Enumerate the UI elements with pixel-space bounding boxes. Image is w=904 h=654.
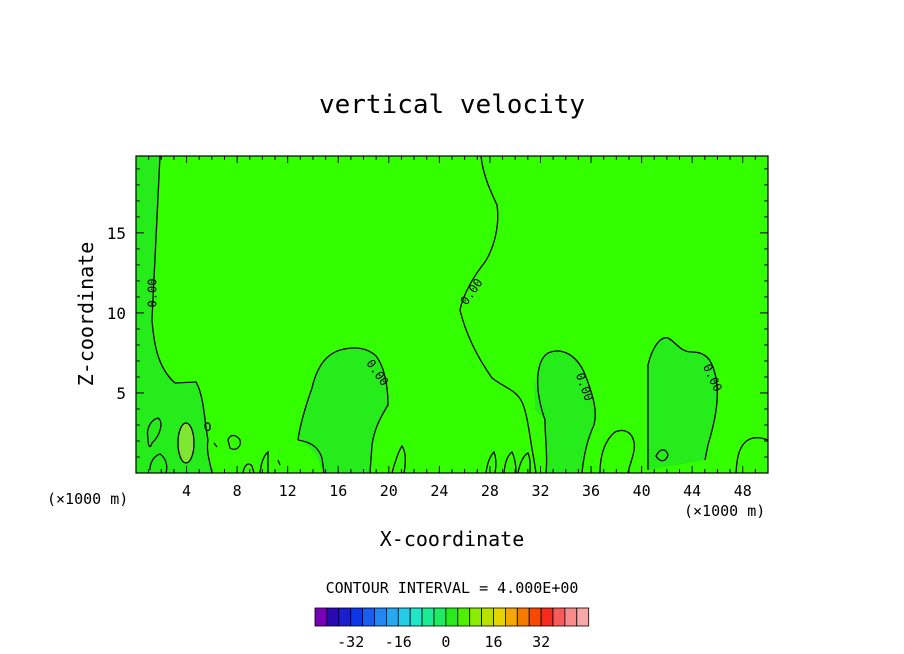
- x-axis-ticks: 4 8 12 16 20 24 28 32 36 40 44 48: [148, 156, 756, 500]
- chart-title: vertical velocity: [319, 90, 585, 120]
- x-tick-label: 36: [582, 482, 600, 500]
- contour-line-small-h: [503, 451, 517, 474]
- colorbar-swatch: [433, 607, 447, 627]
- contour-line-small-k: [204, 422, 211, 432]
- contour-line-small-e: [259, 450, 269, 474]
- contour-label: 0.00: [146, 279, 160, 308]
- colorbar: [314, 607, 590, 627]
- contour-line-right-loop: [599, 429, 636, 474]
- contour-line-bump-35: [537, 350, 596, 474]
- y-axis-label: Z-coordinate: [74, 242, 98, 387]
- contour-line-small-m: [213, 442, 218, 448]
- contour-line-small-d: [242, 463, 255, 474]
- contour-line-small-g: [485, 450, 497, 474]
- colorbar-swatch: [481, 607, 494, 627]
- colorbar-tick-label: 0: [441, 633, 450, 651]
- contour-line-bump-18: [297, 347, 389, 474]
- colorbar-tick-label: -32: [337, 633, 364, 651]
- colorbar-swatch: [469, 607, 483, 627]
- colorbar-swatch: [445, 607, 459, 627]
- region-bump-45: [648, 337, 718, 470]
- colorbar-tick-labels: -32 -16 0 16 32: [337, 633, 550, 651]
- contour-line-small-a: [146, 417, 162, 448]
- contour-line-mid: [459, 155, 537, 474]
- colorbar-swatch: [540, 607, 554, 627]
- plot-area: 0.00 0.000.00 0.00 0.00: [135, 155, 769, 474]
- x-tick-label: 8: [233, 482, 242, 500]
- contour-labels: 0.00 0.000.00 0.00 0.00: [146, 276, 725, 403]
- x-tick-label: 44: [683, 482, 701, 500]
- x-tick-label: 16: [329, 482, 347, 500]
- colorbar-swatch: [504, 607, 518, 627]
- x-tick-label: 40: [633, 482, 651, 500]
- colorbar-swatch: [314, 607, 328, 627]
- contour-line-cell-4: [177, 422, 195, 464]
- colorbar-tick-label: -16: [385, 633, 412, 651]
- colorbar-caption: CONTOUR INTERVAL = 4.000E+00: [326, 579, 579, 597]
- contour-line-left: [151, 155, 213, 474]
- contour-line-small-j: [655, 449, 669, 462]
- contour-line-bump-18-base: [297, 439, 325, 474]
- y-axis-ticks: 5 10 15: [107, 168, 768, 458]
- x-tick-label: 12: [279, 482, 297, 500]
- y-tick-label: 15: [107, 224, 126, 243]
- x-tick-label: 24: [430, 482, 448, 500]
- x-tick-label: 32: [531, 482, 549, 500]
- colorbar-swatch: [564, 607, 578, 627]
- x-tick-label: 20: [380, 482, 398, 500]
- contour-line-small-f: [391, 444, 406, 474]
- colorbar-swatch: [457, 607, 471, 627]
- x-tick-label: 48: [734, 482, 752, 500]
- colorbar-swatch: [362, 607, 375, 627]
- colorbar-swatch: [516, 607, 530, 627]
- x-tick-label: 28: [481, 482, 499, 500]
- colorbar-swatch: [374, 607, 387, 627]
- colorbar-swatch: [385, 607, 399, 627]
- region-bump-35: [534, 351, 596, 473]
- colorbar-swatch: [397, 607, 411, 627]
- x-tick-label: 4: [182, 482, 191, 500]
- contour-line-right-edge: [735, 437, 769, 474]
- colorbar-swatch: [493, 607, 506, 627]
- colorbar-swatch: [576, 607, 590, 627]
- colorbar-tick-label: 32: [532, 633, 550, 651]
- x-unit-label-left: (×1000 m): [47, 490, 128, 508]
- colorbar-swatch: [326, 607, 340, 627]
- y-tick-label: 5: [116, 384, 126, 403]
- region-cell-4: [178, 423, 194, 463]
- colorbar-tick-label: 16: [484, 633, 502, 651]
- x-unit-label-right: (×1000 m): [684, 502, 765, 520]
- contour-line-small-i: [517, 452, 531, 474]
- contour-line-small-c: [227, 434, 242, 450]
- region-bump-18: [298, 348, 388, 473]
- zero-contour-lines: [146, 155, 769, 474]
- colorbar-swatch: [552, 607, 566, 627]
- contour-line-small-b: [149, 453, 168, 474]
- contour-line-bump-45: [647, 337, 718, 470]
- colorbar-swatch: [421, 607, 435, 627]
- contour-line-small-l: [277, 459, 281, 466]
- colorbar-swatch: [338, 607, 352, 627]
- colorbar-swatch: [528, 607, 542, 627]
- colorbar-swatch: [350, 607, 364, 627]
- y-tick-label: 10: [107, 304, 126, 323]
- region-left-positive: [136, 156, 212, 473]
- colorbar-swatch: [409, 607, 423, 627]
- x-axis-label: X-coordinate: [380, 527, 525, 551]
